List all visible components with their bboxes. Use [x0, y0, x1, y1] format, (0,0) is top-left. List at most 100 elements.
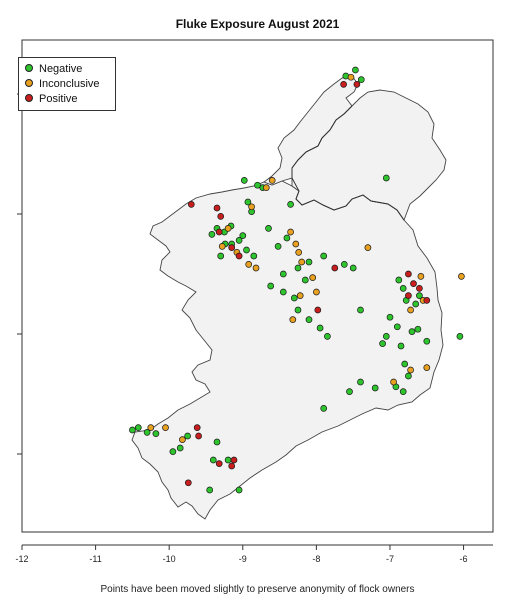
point-inconclusive: [162, 424, 169, 431]
point-negative: [386, 313, 394, 321]
legend: Negative Inconclusive Positive: [18, 57, 116, 111]
legend-label-negative: Negative: [39, 63, 83, 75]
point-negative: [208, 231, 216, 238]
point-negative: [243, 246, 250, 254]
positive-dot-icon: [25, 94, 33, 103]
point-negative: [239, 232, 247, 239]
point-negative: [324, 333, 331, 340]
point-positive: [215, 460, 223, 467]
point-negative: [416, 292, 423, 299]
point-inconclusive: [287, 228, 294, 236]
point-negative: [294, 264, 302, 272]
point-inconclusive: [224, 225, 232, 232]
legend-item-positive: Positive: [25, 92, 78, 106]
point-positive: [410, 280, 417, 287]
x-tick-label: -8: [312, 554, 320, 564]
point-negative: [274, 243, 282, 250]
point-negative: [206, 486, 214, 494]
point-inconclusive: [390, 378, 397, 386]
negative-dot-icon: [25, 64, 33, 73]
point-positive: [416, 285, 423, 292]
legend-label-positive: Positive: [39, 93, 78, 105]
point-positive: [228, 244, 236, 251]
point-negative: [279, 288, 287, 296]
point-positive: [215, 228, 223, 236]
point-positive: [340, 81, 347, 88]
point-negative: [405, 372, 412, 380]
point-positive: [230, 456, 238, 464]
point-negative: [217, 252, 225, 260]
point-negative: [254, 181, 261, 189]
point-negative: [283, 234, 291, 242]
point-inconclusive: [248, 203, 255, 211]
point-negative: [397, 342, 405, 350]
point-negative: [235, 237, 243, 244]
point-negative: [393, 323, 401, 331]
point-positive: [314, 306, 322, 314]
point-positive: [184, 479, 192, 487]
point-negative: [184, 432, 191, 440]
point-negative: [305, 316, 313, 323]
point-negative: [379, 340, 386, 347]
point-inconclusive: [245, 261, 253, 268]
point-negative: [320, 252, 328, 260]
plot-frame: [21, 39, 494, 533]
point-negative: [395, 276, 403, 284]
point-positive: [331, 264, 339, 272]
inconclusive-dot-icon: [25, 79, 33, 88]
legend-item-inconclusive: Inconclusive: [25, 77, 100, 91]
point-positive: [423, 297, 431, 304]
point-negative: [235, 486, 243, 494]
point-negative: [305, 258, 313, 266]
x-tick-label: -12: [15, 554, 28, 564]
point-negative: [423, 337, 431, 345]
data-points: [129, 66, 465, 494]
point-negative: [346, 388, 353, 395]
point-negative: [267, 282, 275, 290]
point-negative: [340, 261, 348, 268]
point-inconclusive: [262, 184, 270, 191]
point-negative: [399, 388, 407, 395]
point-negative: [349, 264, 357, 272]
point-negative: [456, 333, 464, 340]
point-negative: [209, 456, 217, 464]
point-positive: [235, 252, 243, 260]
point-inconclusive: [313, 288, 320, 296]
chart-title: Fluke Exposure August 2021: [175, 17, 340, 31]
point-inconclusive: [179, 436, 186, 443]
x-tick-label: -10: [163, 554, 176, 564]
point-negative: [250, 252, 258, 260]
point-negative: [143, 429, 151, 436]
point-inconclusive: [289, 316, 297, 323]
point-inconclusive: [364, 244, 372, 251]
point-inconclusive: [295, 249, 303, 256]
x-tick-label: -9: [239, 554, 247, 564]
point-negative: [357, 76, 365, 83]
x-tick-label: -7: [386, 554, 394, 564]
point-negative: [382, 174, 390, 182]
point-inconclusive: [147, 424, 155, 431]
point-positive: [405, 292, 412, 299]
point-negative: [169, 448, 177, 455]
point-negative: [290, 294, 298, 302]
y-axis-ticks: [17, 93, 22, 455]
point-positive: [228, 462, 236, 470]
point-inconclusive: [407, 306, 414, 314]
point-negative: [414, 325, 422, 333]
point-positive: [353, 81, 361, 88]
point-negative: [240, 177, 248, 184]
point-inconclusive: [309, 274, 317, 281]
point-negative: [399, 285, 407, 292]
point-negative: [352, 66, 359, 74]
point-positive: [405, 270, 412, 278]
point-inconclusive: [292, 240, 300, 248]
point-negative: [152, 430, 160, 437]
point-inconclusive: [268, 177, 276, 184]
point-negative: [134, 424, 142, 431]
point-negative: [129, 426, 136, 434]
point-negative: [408, 328, 416, 335]
point-inconclusive: [407, 366, 414, 374]
x-tick-label: -6: [460, 554, 468, 564]
point-positive: [193, 424, 201, 431]
map-caption: Points have been moved slightly to prese…: [100, 584, 415, 595]
